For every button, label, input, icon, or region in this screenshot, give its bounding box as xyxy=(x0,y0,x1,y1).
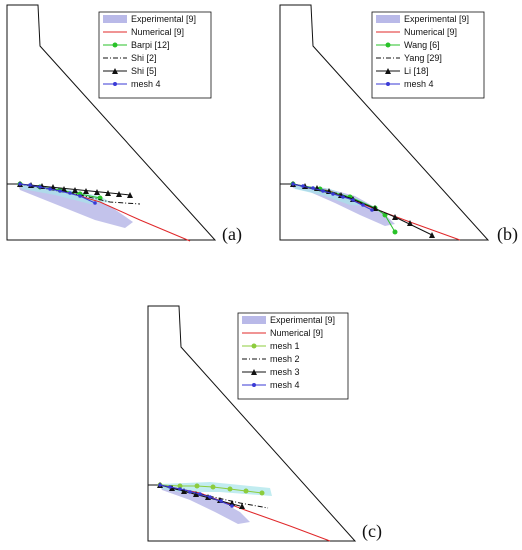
legend-c: Experimental [9] Numerical [9] mesh 1 me… xyxy=(237,312,349,400)
dam-outline xyxy=(147,305,357,542)
legend-swatch-band xyxy=(242,316,266,324)
legend-item: Wang [6] xyxy=(404,40,440,50)
legend-item: Shi [5] xyxy=(131,66,157,76)
legend-item: Numerical [9] xyxy=(404,27,457,37)
legend-item: Experimental [9] xyxy=(404,14,469,24)
panel-label-a: (a) xyxy=(222,224,242,244)
experimental-band xyxy=(292,185,395,226)
mesh4-markers xyxy=(18,182,97,205)
panel-a: Experimental [9] Numerical [9] Barpi [12… xyxy=(6,4,217,242)
legend-item: Shi [2] xyxy=(131,53,157,63)
legend-item: Li [18] xyxy=(404,66,429,76)
legend-item: Experimental [9] xyxy=(270,315,335,325)
legend-swatch-band xyxy=(103,15,127,23)
panel-b: Experimental [9] Numerical [9] Wang [6] … xyxy=(279,4,490,241)
panel-label-b: (b) xyxy=(497,224,518,244)
legend-item: mesh 4 xyxy=(404,79,434,89)
legend-item: mesh 2 xyxy=(270,354,300,364)
mesh4-markers xyxy=(158,483,234,508)
legend-item: Numerical [9] xyxy=(270,328,323,338)
legend-item: mesh 4 xyxy=(131,79,161,89)
legend-b: Experimental [9] Numerical [9] Wang [6] … xyxy=(371,11,485,99)
legend-item: Barpi [12] xyxy=(131,40,170,50)
legend-item: Numerical [9] xyxy=(131,27,184,37)
mesh4-path xyxy=(292,183,373,211)
dam-outline xyxy=(279,4,490,241)
panel-label-c: (c) xyxy=(362,521,382,541)
legend-item: mesh 4 xyxy=(270,380,300,390)
dam-outline xyxy=(6,4,217,241)
panel-c: Experimental [9] Numerical [9] mesh 1 me… xyxy=(147,305,357,542)
legend-item: mesh 3 xyxy=(270,367,300,377)
mesh4-markers xyxy=(291,182,374,212)
experimental-band xyxy=(18,185,133,228)
experimental-band xyxy=(160,486,250,524)
legend-item: Yang [29] xyxy=(404,53,442,63)
legend-item: Experimental [9] xyxy=(131,14,196,24)
legend-a: Experimental [9] Numerical [9] Barpi [12… xyxy=(98,11,212,99)
legend-swatch-band xyxy=(376,15,400,23)
legend-item: mesh 1 xyxy=(270,341,300,351)
